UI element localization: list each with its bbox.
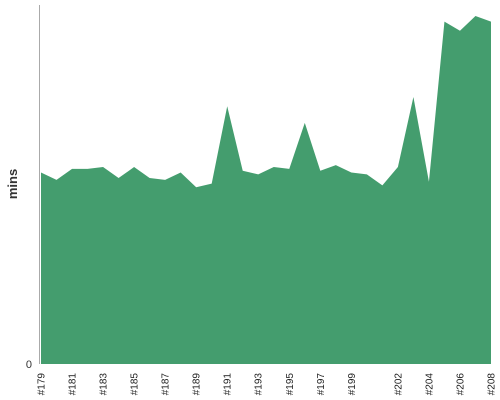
y-axis-ticks: 0 (26, 359, 32, 371)
x-tick-label: #204 (424, 373, 435, 396)
x-tick-label: #202 (393, 373, 404, 396)
y-tick-label: 0 (26, 359, 32, 371)
x-tick-label: #197 (316, 373, 327, 396)
x-tick-label: #185 (130, 373, 141, 396)
area-series (41, 16, 491, 365)
x-axis-ticks: #179 #181 #183 #185 #187 #189 #191 #193 #195 #197… (37, 373, 498, 396)
x-tick-label: #183 (99, 373, 110, 396)
x-tick-label: #199 (347, 373, 358, 396)
x-tick-label: #181 (68, 373, 79, 396)
x-tick-label: #187 (161, 373, 172, 396)
x-tick-label: #191 (223, 373, 234, 396)
x-tick-label: #193 (254, 373, 265, 396)
x-tick-label: #206 (455, 373, 466, 396)
x-tick-label: #179 (37, 373, 48, 396)
x-tick-label: #195 (285, 373, 296, 396)
x-tick-label: #189 (192, 373, 203, 396)
y-axis-title: mins (5, 169, 20, 199)
x-tick-label: #208 (487, 373, 498, 396)
